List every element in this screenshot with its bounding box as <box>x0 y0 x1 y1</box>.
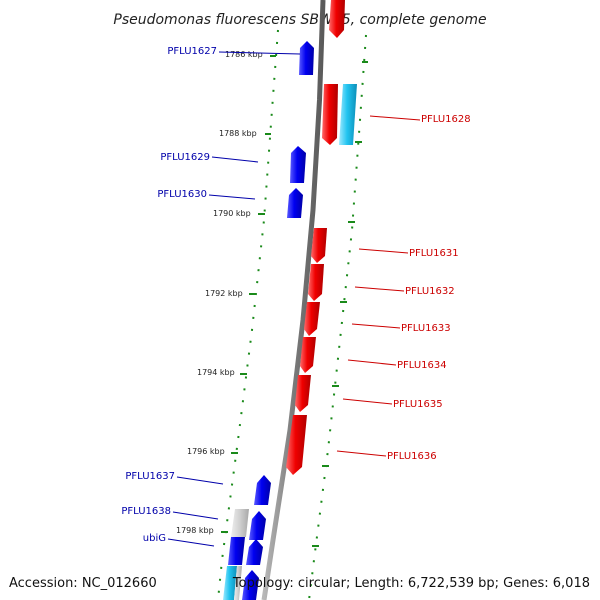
gc-skew-track-right <box>308 34 367 600</box>
ruler-label: 1794 kbp <box>197 368 235 377</box>
gene-arrow-pflu1634[interactable] <box>300 337 316 373</box>
gene-label-pflu1638[interactable]: PFLU1638 <box>121 506 171 517</box>
gene-arrow-pflu1627[interactable] <box>299 41 314 75</box>
gene-label-pflu1629[interactable]: PFLU1629 <box>160 152 210 163</box>
gene-arrow-pflu1637[interactable] <box>254 475 271 505</box>
gene-label-pflu1630[interactable]: PFLU1630 <box>157 189 207 200</box>
gene-features <box>223 0 357 600</box>
ruler-label: 1786 kbp <box>225 50 263 59</box>
gene-arrow-pflu1638[interactable] <box>249 511 266 540</box>
pseudogene-feature[interactable] <box>234 566 242 600</box>
gene-arrow-forward[interactable] <box>329 0 345 38</box>
ruler-label: 1796 kbp <box>187 447 225 456</box>
gene-arrow-pflu1629[interactable] <box>290 146 306 183</box>
gene-arrow-ubig[interactable] <box>228 537 245 565</box>
gene-label-pflu1634[interactable]: PFLU1634 <box>397 360 447 371</box>
map-title: Pseudomonas fluorescens SBW25, complete … <box>113 12 486 28</box>
gene-arrow-pflu1628[interactable] <box>322 84 338 145</box>
gene-arrow-pflu1635[interactable] <box>295 375 311 412</box>
gene-label-pflu1627[interactable]: PFLU1627 <box>167 46 217 57</box>
accession-text: Accession: NC_012660 <box>9 576 157 591</box>
ruler-label: 1792 kbp <box>205 289 243 298</box>
gene-label-pflu1628[interactable]: PFLU1628 <box>421 114 471 125</box>
label-leader-lines <box>167 51 421 547</box>
genome-stats-text: Topology: circular; Length: 6,722,539 bp… <box>232 576 590 591</box>
gc-skew-track-left <box>217 29 279 600</box>
genome-backbone <box>261 0 326 600</box>
ruler-label: 1790 kbp <box>213 209 251 218</box>
gene-labels: PFLU1627 PFLU1628 PFLU1629 PFLU1630 PFLU… <box>121 46 470 544</box>
gene-arrow-pflu1633[interactable] <box>304 302 320 336</box>
ruler-label: 1798 kbp <box>176 526 214 535</box>
gene-arrow-pflu1636[interactable] <box>286 415 307 475</box>
kbp-ruler: 1786 kbp 1788 kbp 1790 kbp 1792 kbp 1794… <box>176 50 263 535</box>
gene-label-pflu1635[interactable]: PFLU1635 <box>393 399 443 410</box>
gene-label-pflu1637[interactable]: PFLU1637 <box>125 471 175 482</box>
gene-label-pflu1632[interactable]: PFLU1632 <box>405 286 455 297</box>
gene-label-pflu1631[interactable]: PFLU1631 <box>409 248 459 259</box>
ruler-label: 1788 kbp <box>219 129 257 138</box>
gene-label-pflu1633[interactable]: PFLU1633 <box>401 323 451 334</box>
gene-arrow-pflu1631[interactable] <box>311 228 327 263</box>
rna-feature-cyan[interactable] <box>223 566 237 600</box>
gene-label-ubig[interactable]: ubiG <box>143 533 166 544</box>
pseudogene-feature[interactable] <box>231 509 249 537</box>
gene-arrow-reverse[interactable] <box>242 570 259 600</box>
gene-label-pflu1636[interactable]: PFLU1636 <box>387 451 437 462</box>
gene-arrow-pflu1632[interactable] <box>308 264 324 301</box>
gene-arrow-pflu1630[interactable] <box>287 188 303 218</box>
rna-feature-cyan[interactable] <box>339 84 357 145</box>
gene-arrow-reverse[interactable] <box>246 539 263 565</box>
gc-content-ticks <box>221 55 368 547</box>
